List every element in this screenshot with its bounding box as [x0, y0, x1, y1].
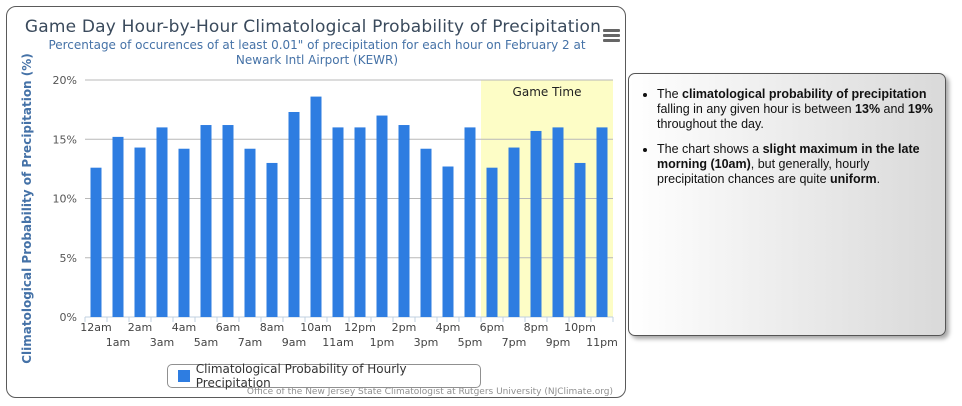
bar — [596, 127, 608, 318]
bar — [200, 125, 212, 317]
bar — [398, 125, 410, 317]
y-tick-label: 0% — [60, 311, 77, 324]
hamburger-menu-icon[interactable] — [603, 29, 620, 43]
bar — [156, 127, 168, 318]
x-tick-label: 3am — [150, 336, 174, 349]
chart-subtitle: Percentage of occurences of at least 0.0… — [48, 38, 586, 67]
x-tick-label: 3pm — [414, 336, 439, 349]
legend[interactable]: Climatological Probability of Hourly Pre… — [167, 362, 481, 390]
bar — [90, 167, 102, 317]
x-tick-label: 8am — [260, 321, 284, 334]
game-time-label: Game Time — [513, 85, 582, 99]
x-tick-label: 7am — [238, 336, 262, 349]
y-tick-label: 10% — [53, 193, 77, 206]
bar — [376, 115, 388, 317]
x-tick-label: 11pm — [586, 336, 618, 349]
x-tick-label: 2pm — [392, 321, 417, 334]
y-tick-label: 15% — [53, 133, 77, 146]
bar — [112, 136, 124, 317]
x-tick-label: 1pm — [370, 336, 395, 349]
x-tick-label: 6pm — [480, 321, 505, 334]
bar — [420, 148, 432, 317]
legend-label: Climatological Probability of Hourly Pre… — [195, 362, 407, 390]
x-tick-label: 10pm — [564, 321, 596, 334]
info-panel: The climatological probability of precip… — [628, 73, 946, 336]
y-axis-title: Climatological Probability of Precipitat… — [20, 53, 34, 364]
bar — [552, 127, 564, 318]
x-tick-label: 4am — [172, 321, 196, 334]
bar-chart: Game Time 0% 5% 10% 15% 20% 12am 1am 2am 3am 4am 5a… — [20, 53, 618, 364]
chart-panel: Game Day Hour-by-Hour Climatological Pro… — [6, 6, 626, 398]
x-tick-label: 12am — [80, 321, 111, 334]
legend-swatch — [178, 370, 190, 382]
bar — [574, 162, 586, 317]
bar — [244, 148, 256, 317]
x-tick-label: 7pm — [502, 336, 527, 349]
x-tick-label: 12pm — [344, 321, 376, 334]
bar — [266, 162, 278, 317]
info-bullet-2: The chart shows a slight maximum in the … — [657, 142, 939, 187]
bar — [288, 111, 300, 318]
chart-credits[interactable]: Office of the New Jersey State Climatolo… — [246, 387, 613, 397]
bar — [530, 130, 542, 317]
bar — [354, 127, 366, 318]
bar — [332, 127, 344, 318]
x-tick-label: 2am — [128, 321, 152, 334]
x-tick-label: 10am — [300, 321, 331, 334]
bar — [442, 166, 454, 317]
bar — [178, 148, 190, 317]
x-tick-label: 5pm — [458, 336, 483, 349]
bar — [222, 125, 234, 317]
info-bullet-1: The climatological probability of precip… — [657, 87, 939, 132]
info-list: The climatological probability of precip… — [629, 74, 945, 187]
bar — [464, 127, 476, 318]
bar — [310, 96, 322, 317]
x-tick-label: 9pm — [546, 336, 571, 349]
x-tick-label: 6am — [216, 321, 240, 334]
bar — [508, 147, 520, 317]
bar — [134, 147, 146, 317]
bar — [486, 167, 498, 317]
x-tick-label: 4pm — [436, 321, 461, 334]
x-tick-label: 1am — [106, 336, 130, 349]
x-tick-label: 9am — [282, 336, 306, 349]
y-tick-label: 20% — [53, 74, 77, 87]
chart-title: Game Day Hour-by-Hour Climatological Pro… — [24, 17, 602, 37]
x-tick-label: 5am — [194, 336, 218, 349]
x-tick-label: 8pm — [524, 321, 549, 334]
x-tick-label: 11am — [322, 336, 353, 349]
y-tick-label: 5% — [60, 252, 77, 265]
